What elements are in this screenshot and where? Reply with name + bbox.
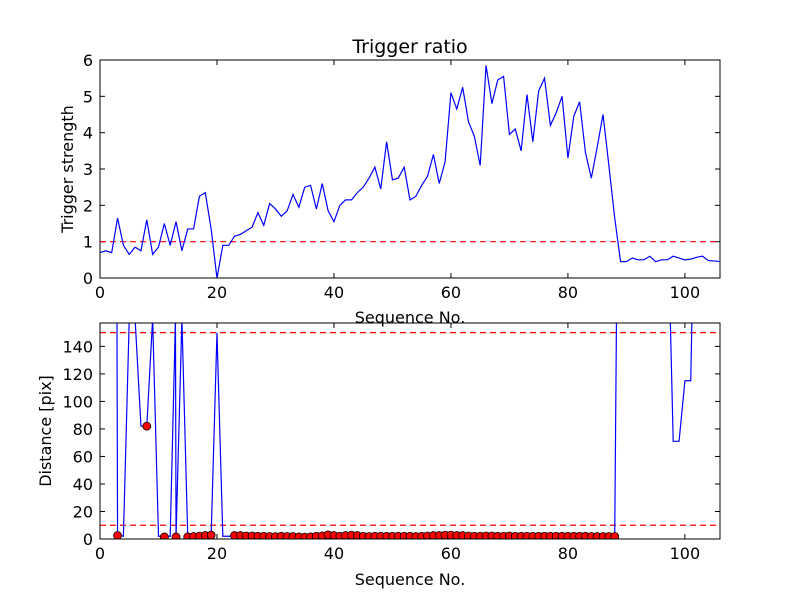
x-tick-label: 20 [207, 544, 227, 563]
x-tick-label: 40 [324, 544, 344, 563]
x-axis-label: Sequence No. [355, 308, 466, 327]
y-tick-label: 0 [83, 269, 93, 288]
x-tick-label: 40 [324, 283, 344, 302]
y-tick-label: 2 [83, 196, 93, 215]
distance-chart: 0 20 40 60 80 100 0 20 40 60 80 100 120 140 Sequence … [36, 322, 721, 589]
y-tick-label: 120 [62, 365, 93, 384]
y-axis-label: Distance [pix] [36, 375, 55, 487]
x-tick-label: 60 [441, 283, 461, 302]
matched-point [159, 532, 169, 539]
x-tick-label: 20 [207, 283, 227, 302]
matched-point [113, 531, 122, 539]
x-tick-label: 0 [95, 544, 105, 563]
x-tick-label: 100 [670, 544, 701, 563]
plot-frame [99, 59, 721, 279]
y-tick-label: 6 [83, 51, 93, 70]
bottom-ticks: 0 20 40 60 80 100 0 20 40 60 80 100 120 140 [62, 323, 720, 563]
x-axis-label: Sequence No. [355, 570, 466, 589]
plot-frame [99, 322, 721, 540]
y-tick-label: 140 [62, 337, 93, 356]
y-tick-label: 0 [83, 530, 93, 549]
trigger-ratio-chart: Trigger ratio 0 20 40 60 80 100 0 1 2 3 4 5 6 Sequen… [58, 36, 721, 327]
matched-point [206, 530, 216, 539]
x-tick-label: 100 [670, 283, 701, 302]
matched-points [113, 421, 620, 539]
y-tick-label: 3 [83, 160, 93, 179]
x-tick-label: 60 [441, 544, 461, 563]
matched-point [142, 421, 152, 431]
matched-point [610, 532, 620, 539]
matched-point [171, 532, 181, 539]
y-tick-label: 40 [73, 475, 93, 494]
y-axis-label: Trigger strength [58, 105, 77, 234]
y-tick-label: 5 [83, 87, 93, 106]
y-tick-label: 100 [62, 392, 93, 411]
chart-title: Trigger ratio [351, 36, 467, 58]
y-tick-label: 1 [83, 233, 93, 252]
top-ticks: 0 20 40 60 80 100 0 1 2 3 4 5 6 [83, 51, 720, 302]
trigger-strength-line [100, 65, 720, 278]
y-tick-label: 4 [83, 124, 93, 143]
y-tick-label: 60 [73, 447, 93, 466]
y-tick-label: 80 [73, 420, 93, 439]
x-tick-label: 80 [558, 283, 578, 302]
y-tick-label: 20 [73, 502, 93, 521]
x-tick-label: 80 [558, 544, 578, 563]
x-tick-label: 0 [95, 283, 105, 302]
